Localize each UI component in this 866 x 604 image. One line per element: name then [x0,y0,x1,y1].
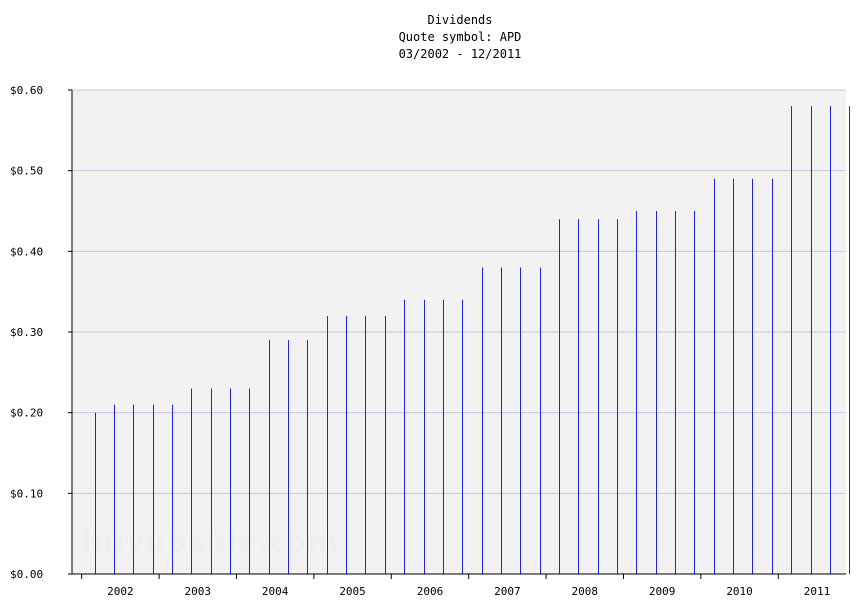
y-tick-label: $0.50 [10,165,43,178]
y-axis-ticks: $0.00 $0.10 $0.20 $0.30 $0.40 $0.50 $0.60 [10,84,72,581]
x-tick-label: 2006 [417,585,444,598]
x-tick-label: 2010 [726,585,753,598]
gridlines [72,89,846,494]
x-tick-label: 2002 [107,585,134,598]
watermark: buyupside.com [82,525,338,560]
x-tick-label: 2009 [649,585,676,598]
x-tick-label: 2007 [494,585,521,598]
y-tick-label: $0.00 [10,568,43,581]
y-tick-label: $0.20 [10,407,43,420]
y-tick-label: $0.40 [10,245,43,258]
y-tick-label: $0.30 [10,326,43,339]
chart-titles: Dividends Quote symbol: APD 03/2002 - 12… [0,12,866,63]
x-axis-ticks: 2002 2003 2004 2005 2006 2007 2008 2009 2010 2011 [81,574,831,598]
bar-series [95,106,850,574]
x-tick-label: 2005 [339,585,366,598]
x-tick-label: 2004 [262,585,289,598]
y-tick-label: $0.10 [10,487,43,500]
y-tick-label: $0.60 [10,84,43,97]
x-tick-label: 2011 [804,585,831,598]
chart-title: Dividends [427,13,493,27]
x-tick-label: 2008 [572,585,599,598]
chart-date-range: 03/2002 - 12/2011 [398,47,522,61]
chart-subtitle: Quote symbol: APD [398,30,522,44]
x-tick-label: 2003 [185,585,212,598]
